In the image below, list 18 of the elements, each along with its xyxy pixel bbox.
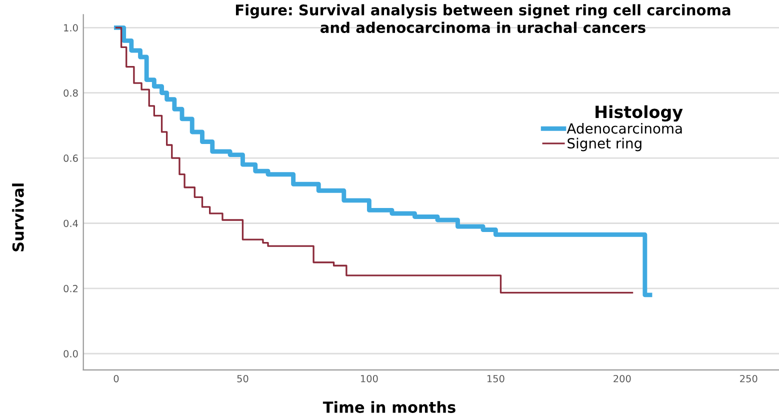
legend-title: Histology xyxy=(596,105,683,122)
y-tick-label: 0.0 xyxy=(64,350,78,358)
y-tick-label: 1.0 xyxy=(64,24,78,32)
legend-label: Adenocarcinoma xyxy=(566,122,682,134)
y-tick-label: 0.6 xyxy=(64,154,78,162)
y-axis-title: Survival xyxy=(12,184,24,252)
y-tick-label: 0.4 xyxy=(64,220,78,228)
x-tick-label: 250 xyxy=(740,374,758,382)
chart-title: Figure: Survival analysis between signet ring cell carcinoma and adenocarcinoma in urachal cancers xyxy=(236,4,730,34)
x-tick-label: 200 xyxy=(614,374,631,382)
x-tick-label: 50 xyxy=(237,374,248,382)
y-tick-label: 0.8 xyxy=(64,89,78,97)
x-tick-label: 0 xyxy=(114,374,119,382)
legend-label: Signet ring xyxy=(568,138,642,152)
x-tick-label: 150 xyxy=(487,374,504,382)
y-tick-label: 0.2 xyxy=(64,284,78,292)
x-tick-label: 100 xyxy=(360,374,378,382)
x-axis-title: Time in months xyxy=(322,401,456,413)
